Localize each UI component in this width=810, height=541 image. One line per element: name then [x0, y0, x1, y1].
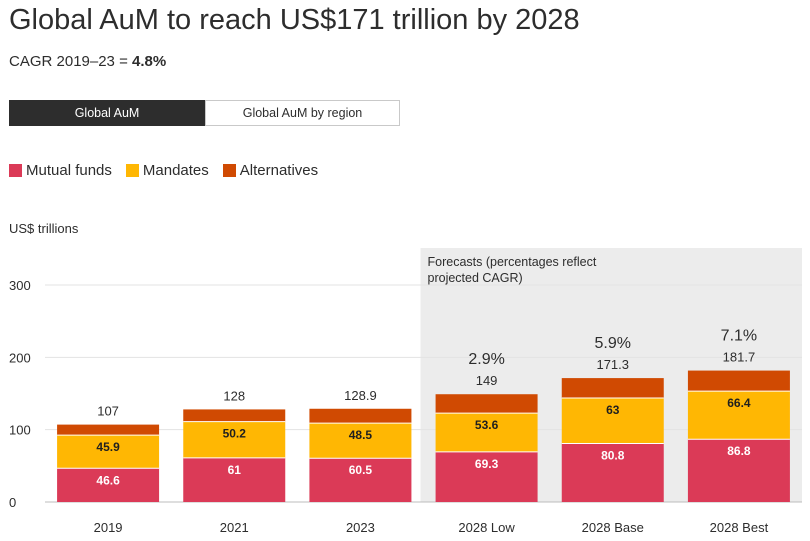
y-tick-label: 200: [9, 350, 31, 365]
total-label: 128: [223, 388, 245, 403]
x-tick-label: 2028 Low: [458, 520, 515, 535]
data-label: 46.6: [96, 473, 120, 487]
bar-segment-alternatives: [309, 408, 412, 424]
bar-segment-mutual-funds: [57, 468, 160, 502]
legend-label: Mandates: [142, 162, 209, 179]
y-tick-label: 0: [9, 495, 16, 510]
y-tick-label: 100: [9, 423, 31, 438]
y-axis-unit-label: US$ trillions: [9, 221, 79, 236]
data-label: 50.2: [223, 427, 247, 441]
data-label: 61: [228, 463, 242, 477]
legend-label: Mutual funds: [26, 162, 112, 179]
chart-legend: Mutual funds Mandates Alternatives: [9, 162, 332, 179]
bar-segment-alternatives: [57, 424, 160, 436]
x-tick-label: 2028 Base: [582, 520, 644, 535]
total-label: 128.9: [344, 388, 377, 403]
tab-bar: Global AuM Global AuM by region: [9, 100, 400, 126]
legend-swatch-mutual-funds: [9, 164, 22, 177]
x-tick-label: 2023: [346, 520, 375, 535]
bar-segment-mandates: [561, 397, 664, 444]
cagr-value: 4.8%: [132, 53, 167, 70]
x-tick-label: 2021: [220, 520, 249, 535]
page-title: Global AuM to reach US$171 trillion by 2…: [9, 4, 580, 36]
cagr-label: 7.1%: [721, 328, 757, 345]
data-label: 48.5: [349, 428, 373, 442]
legend-item-mutual-funds: Mutual funds: [9, 162, 112, 179]
bar-segment-mandates: [57, 435, 160, 469]
bar-segment-mandates: [183, 421, 286, 458]
bar-segment-mutual-funds: [435, 451, 538, 502]
bar-segment-alternatives: [561, 378, 664, 398]
bar-segment-mandates: [687, 391, 790, 440]
data-label: 60.5: [349, 463, 373, 477]
legend-swatch-mandates: [125, 164, 139, 177]
cagr-label: 5.9%: [595, 335, 631, 352]
bar-segment-mutual-funds: [561, 443, 664, 502]
cagr-label: 2.9%: [468, 351, 504, 368]
bar-segment-alternatives: [183, 409, 286, 422]
tab-global-aum[interactable]: Global AuM: [9, 100, 205, 126]
data-label: 86.8: [727, 444, 751, 458]
bar-segment-mutual-funds: [687, 439, 790, 502]
data-label: 63: [606, 403, 620, 417]
data-label: 80.8: [601, 449, 625, 463]
legend-item-mandates: Mandates: [125, 162, 209, 179]
total-label: 171.3: [596, 357, 629, 372]
y-tick-label: 300: [9, 278, 31, 293]
total-label: 107: [97, 404, 119, 419]
forecast-note-line: Forecasts (percentages reflect: [428, 255, 597, 269]
legend-item-alternatives: Alternatives: [222, 162, 319, 179]
total-label: 149: [476, 373, 498, 388]
forecast-note-line: projected CAGR): [428, 271, 523, 285]
data-label: 66.4: [727, 396, 751, 410]
data-label: 69.3: [475, 457, 499, 471]
data-label: 53.6: [475, 418, 499, 432]
bar-segment-mandates: [435, 413, 538, 452]
bar-segment-mutual-funds: [183, 457, 286, 502]
bar-segment-alternatives: [435, 394, 538, 414]
bar-segment-mutual-funds: [309, 458, 412, 502]
total-label: 181.7: [723, 350, 756, 365]
subtitle: CAGR 2019–23 = 4.8%: [9, 53, 166, 70]
data-label: 45.9: [96, 440, 120, 454]
x-tick-label: 2019: [94, 520, 123, 535]
legend-label: Alternatives: [239, 162, 319, 179]
tab-global-aum-by-region[interactable]: Global AuM by region: [205, 100, 400, 126]
bar-segment-alternatives: [687, 370, 790, 392]
legend-swatch-alternatives: [222, 164, 236, 177]
bar-segment-mandates: [309, 423, 412, 459]
cagr-prefix: CAGR 2019–23 =: [9, 53, 132, 70]
x-tick-label: 2028 Best: [710, 520, 769, 535]
